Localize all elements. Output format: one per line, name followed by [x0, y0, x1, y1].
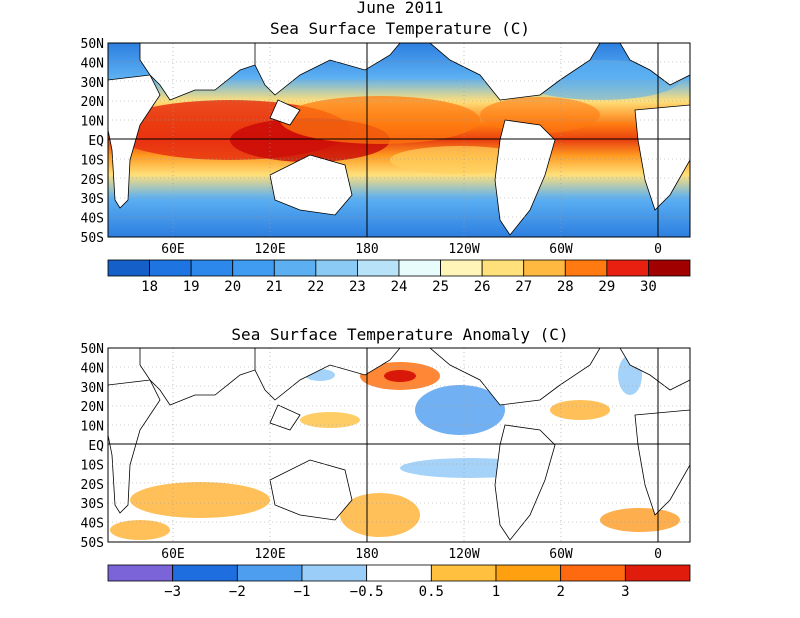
colorbar-swatch: [398, 259, 441, 277]
colorbar-label: 0.5: [419, 584, 444, 600]
lon-label: 180: [355, 547, 378, 562]
lat-label: 20S: [81, 478, 104, 493]
lat-label: 20S: [81, 173, 104, 188]
colorbar-label: 3: [621, 584, 629, 600]
lat-label: EQ: [88, 439, 104, 454]
colorbar-swatch: [190, 259, 234, 277]
lat-label: 10N: [81, 420, 104, 435]
colorbar-swatch: [172, 564, 238, 582]
colorbar-swatch: [149, 259, 192, 277]
colorbar-swatch: [273, 259, 317, 277]
lon-label: 0: [654, 242, 662, 257]
anomaly-colorbar: −3 −2 −1 −0.5 0.5 1 2 3: [107, 564, 691, 600]
colorbar-swatch: [495, 564, 562, 582]
colorbar-label: 27: [515, 279, 532, 295]
colorbar-swatch: [523, 259, 566, 277]
lat-label: 50N: [81, 342, 104, 357]
sst-lon-labels: 60E 120E 180 120W 60W 0: [161, 242, 662, 257]
colorbar-label: −2: [229, 584, 246, 600]
sst-land: [108, 43, 690, 236]
colorbar-label: −1: [294, 584, 311, 600]
lat-label: 20N: [81, 95, 104, 110]
lat-label: 30N: [81, 76, 104, 91]
colorbar-label: 18: [141, 279, 158, 295]
colorbar-label: 19: [183, 279, 200, 295]
colorbar-label: 2: [556, 584, 564, 600]
lat-label: 40N: [81, 361, 104, 376]
anomaly-lon-labels: 60E 120E 180 120W 60W 0: [161, 547, 662, 562]
map-title-date: June 2011: [356, 0, 444, 17]
lat-label: 30S: [81, 497, 104, 512]
colorbar-label: 26: [474, 279, 491, 295]
colorbar-swatch: [560, 564, 626, 582]
colorbar-swatch: [366, 564, 432, 582]
map-title-anomaly: Sea Surface Temperature Anomaly (C): [231, 325, 569, 344]
colorbar-swatch: [481, 259, 525, 277]
lat-label: 40S: [81, 212, 104, 227]
colorbar-swatch: [107, 259, 150, 277]
lon-label: 120W: [448, 547, 479, 562]
lon-label: 0: [654, 547, 662, 562]
sst-gridlines: [108, 43, 690, 237]
colorbar-label: 30: [640, 279, 657, 295]
colorbar-label: −0.5: [350, 584, 384, 600]
lat-label: 50N: [81, 37, 104, 52]
colorbar-swatch: [564, 259, 608, 277]
lat-label: 20N: [81, 400, 104, 415]
lon-label: 180: [355, 242, 378, 257]
lon-label: 120E: [254, 547, 285, 562]
colorbar-swatch: [301, 564, 368, 582]
colorbar-label: 29: [598, 279, 615, 295]
colorbar-swatch: [430, 564, 497, 582]
colorbar-label: 24: [391, 279, 408, 295]
colorbar-swatch: [107, 564, 174, 582]
anomaly-lat-labels: 50N 40N 30N 20N 10N EQ 10S 20S 30S 40S 50S: [81, 342, 105, 551]
lat-label: 40S: [81, 517, 104, 532]
colorbar-label: 23: [349, 279, 366, 295]
lon-label: 60W: [549, 547, 573, 562]
lon-label: 60W: [549, 242, 573, 257]
lat-label: 40N: [81, 56, 104, 71]
colorbar-label: 20: [224, 279, 241, 295]
sst-colorbar: 18 19 20 21 22 23 24 25 26 27 28 29 30: [107, 259, 691, 295]
lon-label: 120W: [448, 242, 479, 257]
lon-label: 120E: [254, 242, 285, 257]
anomaly-gridlines: [108, 348, 690, 542]
lat-label: 30N: [81, 381, 104, 396]
colorbar-label: 1: [492, 584, 500, 600]
sst-map-panel: 50N 40N 30N 20N 10N EQ 10S 20S 30S 40S 50S 60E 120E…: [81, 37, 691, 295]
sst-lat-labels: 50N 40N 30N 20N 10N EQ 10S 20S 30S 40S 50S: [81, 37, 105, 246]
lat-label: 10S: [81, 153, 104, 168]
colorbar-swatch: [236, 564, 303, 582]
map-title-sst: Sea Surface Temperature (C): [269, 19, 531, 38]
colorbar-label: 21: [266, 279, 283, 295]
lon-label: 60E: [161, 242, 184, 257]
lat-label: 10N: [81, 115, 104, 130]
colorbar-swatch: [357, 259, 400, 277]
colorbar-swatch: [315, 259, 358, 277]
colorbar-swatch: [440, 259, 483, 277]
anomaly-land: [108, 348, 690, 541]
colorbar-label: −3: [164, 584, 181, 600]
colorbar-label: 25: [432, 279, 449, 295]
anomaly-map-panel: 50N 40N 30N 20N 10N EQ 10S 20S 30S 40S 50S 60E 120E…: [81, 342, 691, 600]
colorbar-swatch: [606, 259, 649, 277]
lat-label: EQ: [88, 134, 104, 149]
colorbar-swatch: [232, 259, 275, 277]
colorbar-swatch: [624, 564, 691, 582]
lat-label: 10S: [81, 458, 104, 473]
colorbar-swatch: [648, 259, 691, 277]
lon-label: 60E: [161, 547, 184, 562]
colorbar-label: 28: [557, 279, 574, 295]
lat-label: 50S: [81, 231, 104, 246]
colorbar-label: 22: [307, 279, 324, 295]
lat-label: 30S: [81, 192, 104, 207]
lat-label: 50S: [81, 536, 104, 551]
